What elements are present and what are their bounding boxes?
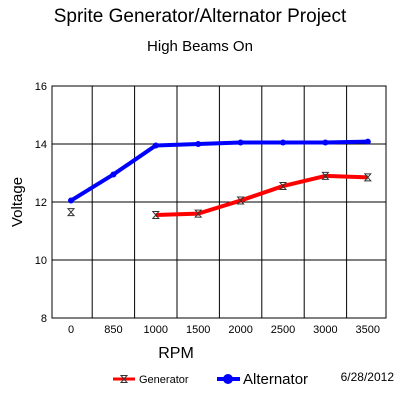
generator-point — [278, 182, 288, 191]
y-tick-label: 16 — [35, 81, 47, 93]
chart-title: Sprite Generator/Alternator Project — [53, 6, 347, 27]
generator-point — [236, 196, 245, 205]
x-axis-label: RPM — [158, 345, 194, 362]
alternator-point — [195, 141, 202, 147]
chart-subtitle: High Beams On — [147, 38, 253, 55]
alternator-point — [68, 197, 74, 204]
generator-point — [321, 171, 330, 180]
generator-point — [66, 208, 76, 217]
generator-series-line — [155, 173, 368, 218]
x-tick-label: 3500 — [356, 324, 380, 336]
x-tick-label: 0 — [68, 324, 74, 336]
x-tick-label: 2500 — [271, 324, 295, 336]
alternator-point — [152, 142, 159, 149]
generator-point — [194, 209, 203, 218]
y-tick-label: 14 — [35, 139, 47, 151]
legend-alternator-marker — [223, 374, 233, 384]
alternator-series-line — [69, 139, 368, 203]
x-tick-label: 1500 — [186, 324, 210, 336]
x-tick-label: 2000 — [228, 324, 252, 336]
legend-generator-marker — [119, 375, 129, 383]
x-tick-label: 1000 — [144, 324, 168, 336]
alternator-point — [322, 139, 329, 146]
y-tick-label: 8 — [41, 313, 47, 325]
y-tick-label: 12 — [35, 197, 47, 209]
x-tick-label: 3000 — [313, 324, 337, 336]
generator-point — [151, 211, 160, 220]
alternator-point — [110, 171, 117, 178]
generator-point — [363, 173, 372, 182]
legend-alternator-label: Alternator — [243, 371, 308, 388]
legend-generator-label: Generator — [139, 374, 189, 386]
alternator-point — [364, 138, 371, 145]
y-tick-label: 10 — [35, 255, 47, 267]
alternator-point — [237, 139, 244, 146]
alternator-point — [280, 139, 286, 146]
y-axis-label: Voltage — [9, 177, 26, 227]
x-tick-label: 850 — [104, 324, 122, 336]
date-note: 6/28/2012 — [341, 370, 395, 384]
